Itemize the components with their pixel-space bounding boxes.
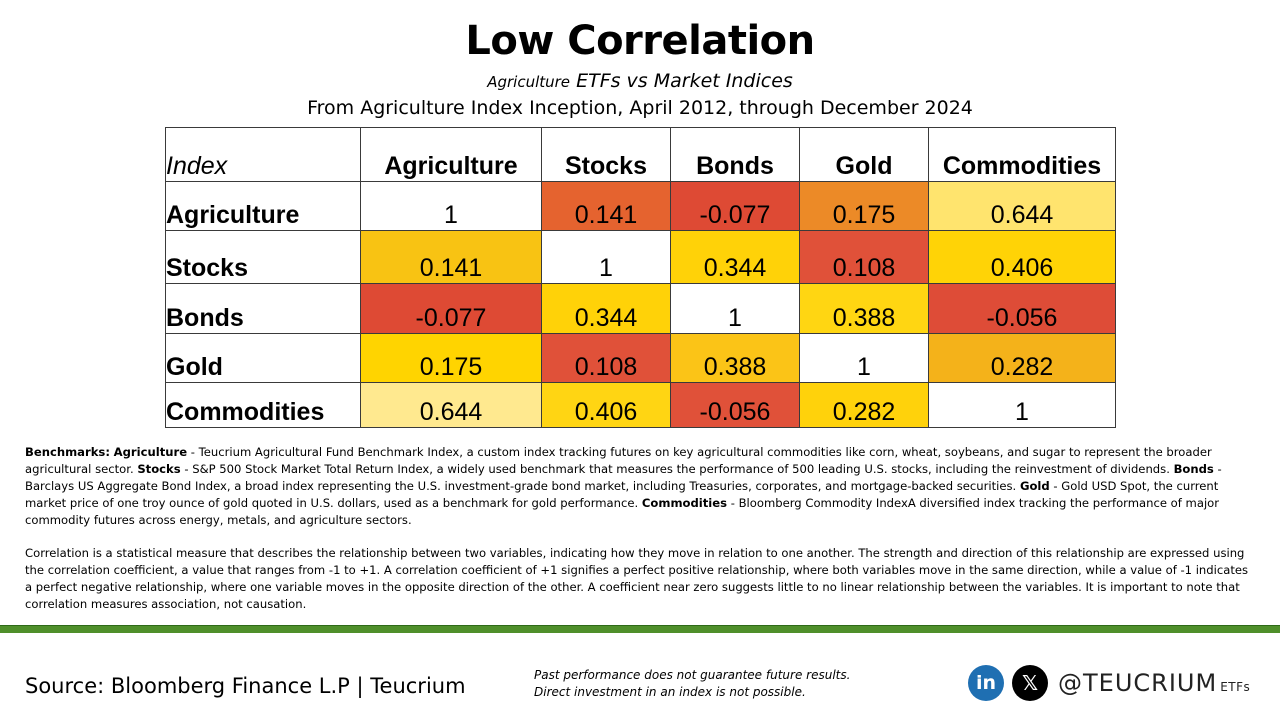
handle-text: @TEUCRIUM — [1058, 669, 1218, 697]
corr-cell: 0.141 — [360, 230, 542, 284]
corr-cell: 0.108 — [799, 230, 929, 284]
row-label: Stocks — [165, 230, 361, 284]
correlation-table: Index Agriculture Stocks Bonds Gold Comm… — [165, 127, 1116, 428]
social-links: in 𝕏 @TEUCRIUM ETFs — [968, 664, 1250, 702]
row-label: Bonds — [165, 283, 361, 334]
corr-cell: 0.344 — [670, 230, 800, 284]
corr-cell: -0.077 — [670, 181, 800, 231]
handle-suffix: ETFs — [1220, 680, 1251, 694]
footer-divider — [0, 625, 1280, 633]
table-row: Agriculture 1 0.141 -0.077 0.175 0.644 — [165, 181, 1116, 231]
benchmark-desc: - Bloomberg Commodity IndexA diversified… — [25, 496, 1220, 527]
benchmark-name: Stocks — [137, 462, 181, 476]
corr-cell: 0.282 — [928, 333, 1116, 383]
benchmark-desc: - Teucrium Agricultural Fund Benchmark I… — [25, 445, 1212, 476]
benchmark-desc: - S&P 500 Stock Market Total Return Inde… — [180, 462, 1174, 476]
corner-label: Index — [165, 127, 361, 182]
corr-cell: 1 — [541, 230, 671, 284]
corr-cell: 0.141 — [541, 181, 671, 231]
column-header: Stocks — [541, 127, 671, 182]
correlation-note: Correlation is a statistical measure tha… — [25, 546, 1249, 611]
corr-cell: 0.644 — [360, 382, 542, 428]
page-title: Low Correlation — [465, 18, 815, 64]
x-icon[interactable]: 𝕏 — [1012, 665, 1048, 701]
disclaimer-line: Past performance does not guarantee futu… — [534, 668, 851, 682]
table-header-row: Index Agriculture Stocks Bonds Gold Comm… — [165, 127, 1116, 182]
corr-cell: 0.344 — [541, 283, 671, 334]
corr-cell: 0.388 — [670, 333, 800, 383]
corr-cell: 1 — [799, 333, 929, 383]
table-row: Commodities 0.644 0.406 -0.056 0.282 1 — [165, 382, 1116, 428]
subtitle-agriculture: Agriculture — [487, 73, 571, 91]
corr-cell: 0.175 — [799, 181, 929, 231]
corr-cell: 0.108 — [541, 333, 671, 383]
notes-section: Benchmarks: Agriculture - Teucrium Agric… — [25, 444, 1257, 613]
source-text: Source: Bloomberg Finance L.P | Teucrium — [25, 674, 466, 698]
benchmark-desc: - Gold USD Spot, the current market pric… — [25, 479, 1219, 510]
corr-cell: 0.388 — [799, 283, 929, 334]
column-header: Commodities — [928, 127, 1116, 182]
benchmark-name: Commodities — [641, 496, 728, 510]
benchmarks-note: Benchmarks: Agriculture - Teucrium Agric… — [25, 444, 1257, 529]
benchmark-name: Agriculture — [113, 445, 188, 459]
column-header: Agriculture — [360, 127, 542, 182]
corr-cell: -0.056 — [670, 382, 800, 428]
corr-cell: 0.175 — [360, 333, 542, 383]
benchmark-name: Gold — [1019, 479, 1050, 493]
column-header: Gold — [799, 127, 929, 182]
corr-cell: 1 — [360, 181, 542, 231]
corr-cell: -0.077 — [360, 283, 542, 334]
corr-cell: -0.056 — [928, 283, 1116, 334]
subtitle-rest: ETFs vs Market Indices — [576, 70, 793, 92]
corr-cell: 0.406 — [541, 382, 671, 428]
disclaimer: Past performance does not guarantee futu… — [534, 667, 850, 701]
benchmarks-label: Benchmarks: — [25, 445, 110, 459]
linkedin-icon[interactable]: in — [968, 665, 1004, 701]
corr-cell: 1 — [670, 283, 800, 334]
benchmark-name: Bonds — [1173, 462, 1214, 476]
table-row: Gold 0.175 0.108 0.388 1 0.282 — [165, 333, 1116, 383]
table-row: Stocks 0.141 1 0.344 0.108 0.406 — [165, 230, 1116, 284]
corr-cell: 0.406 — [928, 230, 1116, 284]
row-label: Agriculture — [165, 181, 361, 231]
row-label: Commodities — [165, 382, 361, 428]
column-header: Bonds — [670, 127, 800, 182]
date-range: From Agriculture Index Inception, April … — [307, 97, 973, 119]
corr-cell: 1 — [928, 382, 1116, 428]
row-label: Gold — [165, 333, 361, 383]
benchmark-desc: - Barclays US Aggregate Bond Index, a br… — [25, 462, 1222, 493]
social-handle[interactable]: @TEUCRIUM ETFs — [1058, 669, 1250, 697]
disclaimer-line: Direct investment in an index is not pos… — [534, 685, 806, 699]
page-subtitle: Agriculture ETFs vs Market Indices — [0, 70, 1280, 92]
corr-cell: 0.644 — [928, 181, 1116, 231]
corr-cell: 0.282 — [799, 382, 929, 428]
table-row: Bonds -0.077 0.344 1 0.388 -0.056 — [165, 283, 1116, 334]
